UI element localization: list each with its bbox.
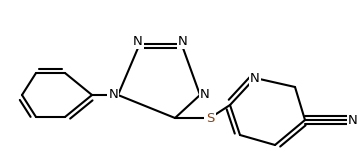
- Text: N: N: [348, 114, 358, 127]
- Text: N: N: [133, 35, 143, 48]
- Text: S: S: [206, 112, 214, 124]
- Text: N: N: [108, 89, 118, 101]
- Text: N: N: [250, 72, 260, 85]
- Text: N: N: [200, 89, 210, 101]
- Text: N: N: [178, 35, 188, 48]
